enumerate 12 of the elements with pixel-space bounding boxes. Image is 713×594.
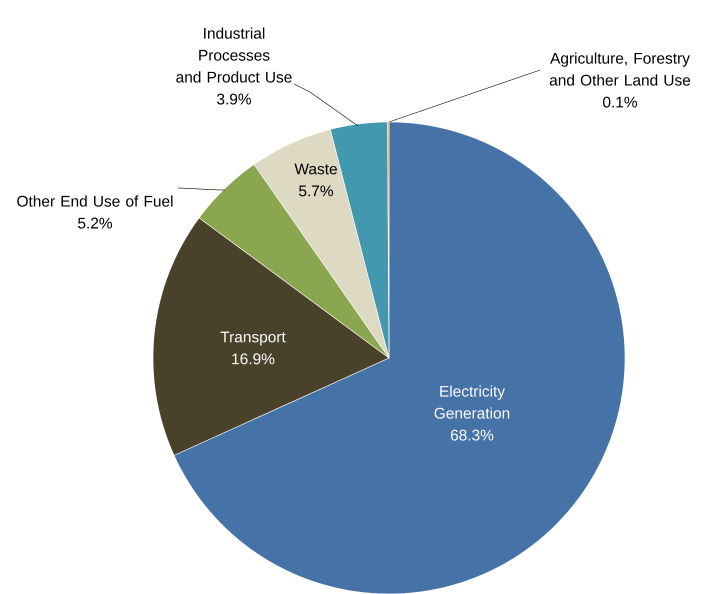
- slice-label: Industrial Processes and Product Use: [176, 27, 292, 83]
- data-label: 5.2%: [78, 218, 112, 229]
- data-label: 3.9%: [217, 94, 252, 105]
- data-label: 16.9%: [232, 353, 274, 364]
- data-label: 5.7%: [299, 185, 334, 196]
- slice-label: Electricity Generation: [434, 385, 510, 419]
- slice-label: Agriculture, Forestry and Other Land Use: [550, 52, 690, 86]
- slice-label: Transport: [220, 332, 286, 346]
- slice-label: Waste: [294, 164, 337, 174]
- slice-label: Other End Use of Fuel: [17, 195, 172, 207]
- data-label: 68.3%: [450, 430, 494, 441]
- data-label: 0.1%: [603, 96, 638, 108]
